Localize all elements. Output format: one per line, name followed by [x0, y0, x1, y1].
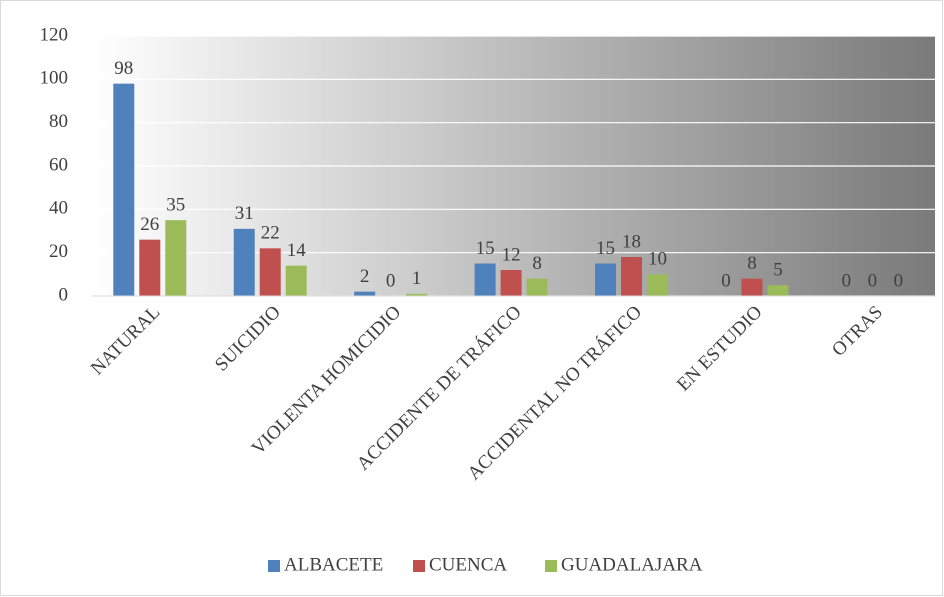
bar	[354, 291, 376, 296]
value-label: 0	[894, 270, 904, 291]
value-label: 1	[412, 268, 422, 289]
value-label: 8	[532, 253, 542, 274]
legend-label: CUENCA	[429, 554, 507, 575]
value-label: 12	[502, 244, 521, 265]
bar	[113, 83, 135, 297]
bar	[139, 239, 161, 296]
value-label: 31	[235, 203, 254, 224]
value-label: 35	[166, 195, 185, 216]
value-label: 2	[360, 266, 370, 287]
value-label: 18	[622, 231, 641, 252]
value-label: 8	[747, 253, 757, 274]
value-label: 14	[287, 240, 307, 261]
value-label: 5	[773, 260, 783, 281]
y-tick-label: 40	[49, 198, 68, 219]
value-label: 0	[386, 270, 396, 291]
value-label: 98	[114, 58, 133, 79]
y-tick-label: 80	[49, 111, 68, 132]
bar	[526, 278, 548, 296]
legend-swatch	[268, 560, 280, 572]
bar	[647, 274, 669, 296]
legend-label: GUADALAJARA	[561, 554, 703, 575]
bar	[233, 228, 255, 296]
value-label: 22	[261, 223, 280, 244]
value-label: 0	[842, 270, 852, 291]
bar	[406, 293, 428, 296]
value-label: 0	[868, 270, 878, 291]
value-label: 10	[648, 249, 667, 270]
legend-swatch	[413, 560, 425, 572]
bar	[595, 263, 617, 296]
legend-label: ALBACETE	[284, 554, 383, 575]
y-tick-label: 20	[49, 241, 68, 262]
y-tick-label: 0	[59, 284, 69, 305]
value-label: 15	[476, 238, 495, 259]
bar	[259, 248, 281, 296]
bar	[285, 265, 307, 296]
value-label: 26	[140, 214, 159, 235]
value-label: 15	[596, 238, 615, 259]
bar	[741, 278, 763, 296]
y-tick-label: 100	[40, 68, 69, 89]
bar	[474, 263, 496, 296]
y-tick-label: 120	[40, 24, 69, 45]
bar	[165, 220, 187, 296]
value-label: 0	[721, 270, 731, 291]
bar	[767, 285, 789, 296]
legend-swatch	[545, 560, 557, 572]
y-tick-label: 60	[49, 154, 68, 175]
bar	[500, 270, 522, 296]
bar	[621, 257, 643, 296]
